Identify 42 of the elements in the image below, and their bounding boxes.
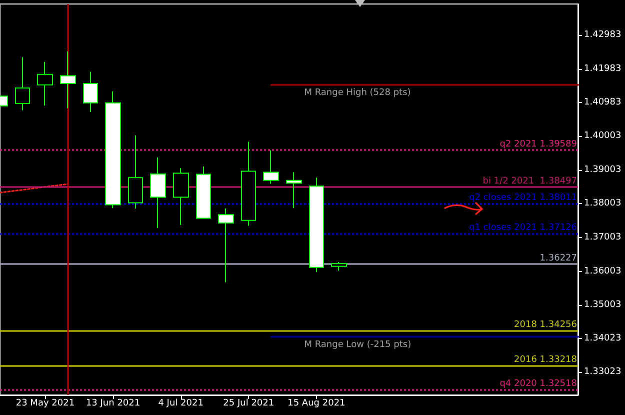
candlestick — [309, 177, 324, 273]
candlestick — [128, 134, 143, 209]
x-tick-label: 13 Jun 2021 — [86, 398, 140, 408]
ref-line-label: q1 closes 2021 1.37126 — [468, 222, 578, 233]
candlestick — [37, 61, 53, 106]
y-tick-label: 1.35003 — [584, 300, 622, 310]
x-tick-label: 23 May 2021 — [16, 398, 75, 408]
y-tick-label: 1.39003 — [584, 164, 622, 175]
candlestick — [331, 261, 347, 272]
ref-line-label: 1.36227 — [540, 253, 577, 264]
candlestick — [60, 50, 76, 109]
candlestick — [105, 90, 121, 209]
candlestick — [15, 56, 30, 111]
line-series — [0, 183, 69, 194]
candlestick — [83, 71, 98, 112]
x-tick-label: 25 Jul 2021 — [223, 398, 274, 408]
y-tick-label: 1.40983 — [584, 98, 622, 108]
x-tick-label: 4 Jul 2021 — [158, 398, 204, 408]
y-tick-label: 1.36003 — [584, 266, 622, 276]
y-tick-label: 1.37003 — [584, 232, 622, 242]
ref-line-label: 2016 1.33218 — [514, 355, 578, 366]
y-tick-label: 1.41983 — [584, 64, 622, 74]
candlestick — [218, 208, 234, 283]
y-tick-label: 1.40003 — [584, 130, 622, 141]
ref-line-label: q4 2020 1.32518 — [500, 378, 578, 389]
candlestick — [241, 141, 256, 226]
ref-line-label: 2018 1.34256 — [514, 320, 578, 330]
y-tick-label: 1.38003 — [584, 198, 622, 209]
x-tick-label: 15 Aug 2021 — [288, 398, 346, 408]
y-tick-label: 1.34023 — [584, 333, 622, 344]
y-tick-label: 1.42983 — [584, 30, 622, 40]
ref-line-label: bi 1/2 2021 1.38497 — [482, 176, 577, 186]
candlestick — [196, 166, 211, 219]
candlestick — [150, 156, 166, 229]
ref-line-label: q2 2021 1.39589 — [500, 139, 578, 150]
y-tick-label: 1.33023 — [584, 367, 622, 378]
ref-line-label: q2 closes 2021 1.38011 — [468, 192, 577, 203]
candlestick — [173, 168, 189, 226]
candlestick — [263, 150, 279, 184]
series-label: M Range Low (-215 pts) — [304, 340, 412, 350]
candlestick — [286, 172, 302, 209]
series-label: M Range High (528 pts) — [304, 88, 411, 98]
